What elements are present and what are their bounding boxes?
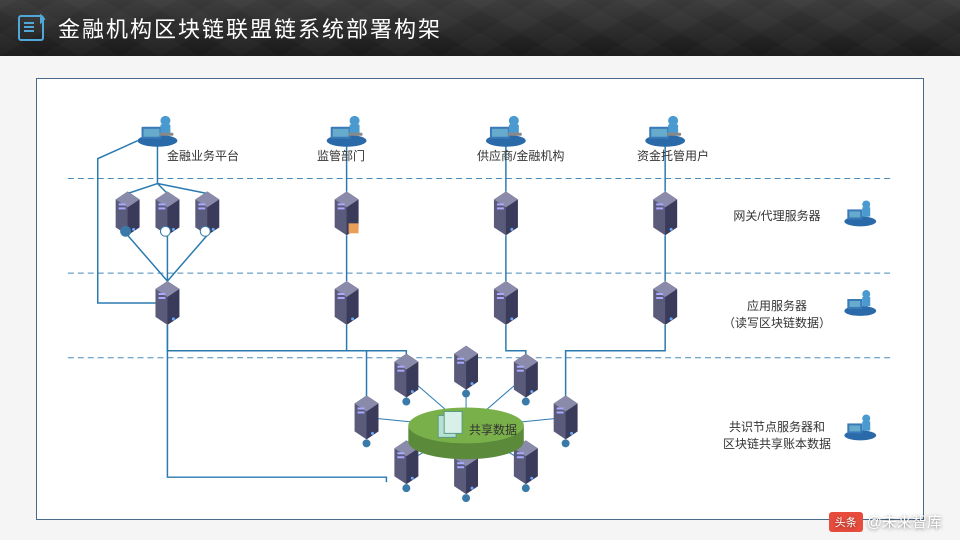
user-col-label: 监管部门 <box>317 147 365 164</box>
watermark: 头条 @未来智库 <box>829 511 942 532</box>
app-server-icon <box>494 281 518 325</box>
edit-note-icon <box>18 15 44 41</box>
gateway-server-icon <box>653 191 677 235</box>
app-server-icon <box>653 281 677 325</box>
watermark-text: @未来智库 <box>867 511 942 532</box>
gateway-server-icon <box>494 191 518 235</box>
header-bar: 金融机构区块链联盟链系统部署构架 <box>0 0 960 56</box>
tier-user-icon <box>844 290 876 316</box>
watermark-badge: 头条 <box>829 512 863 532</box>
tier-label: 网关/代理服务器 <box>717 208 837 225</box>
consensus-server-icon <box>554 396 578 440</box>
user-workstation-icon <box>327 116 367 147</box>
app-server-icon <box>335 281 359 325</box>
tier-label: 应用服务器（读写区块链数据） <box>717 298 837 332</box>
user-col-label: 金融业务平台 <box>167 147 239 164</box>
user-col-label: 供应商/金融机构 <box>477 147 564 164</box>
app-server-icon <box>155 281 179 325</box>
consensus-server-icon <box>394 354 418 398</box>
page-title: 金融机构区块链联盟链系统部署构架 <box>58 12 442 44</box>
user-workstation-icon <box>138 116 178 147</box>
user-workstation-icon <box>645 116 685 147</box>
architecture-diagram: 金融业务平台 监管部门 供应商/金融机构 资金托管用户共享数据 网关/代理服务器应用服务… <box>36 78 924 520</box>
tier-user-icon <box>844 414 876 440</box>
consensus-server-icon <box>514 354 538 398</box>
user-col-label: 资金托管用户 <box>637 147 709 164</box>
user-workstation-icon <box>486 116 526 147</box>
consensus-server-icon <box>454 346 478 390</box>
tier-user-icon <box>844 200 876 226</box>
shared-data-label: 共享数据 <box>469 421 517 438</box>
consensus-server-icon <box>355 396 379 440</box>
tier-label: 共识节点服务器和区块链共享账本数据 <box>717 419 837 453</box>
